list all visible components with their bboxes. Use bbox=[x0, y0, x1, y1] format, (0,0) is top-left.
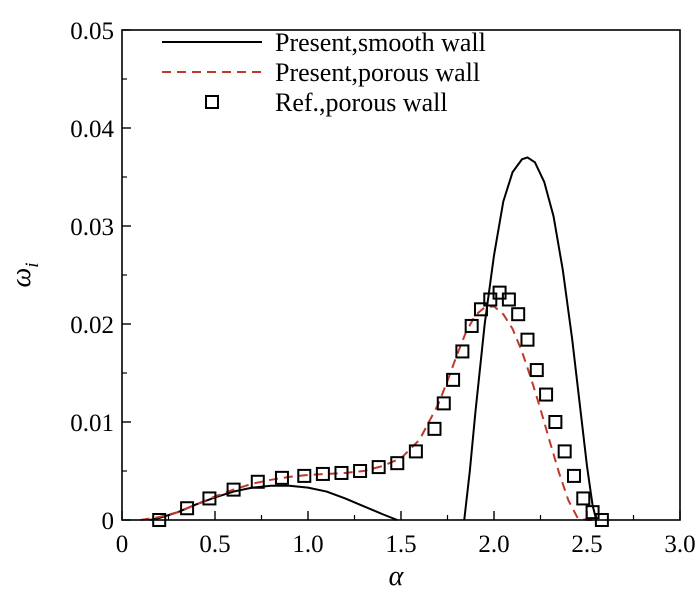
ref-porous-marker bbox=[529, 363, 544, 378]
series-smooth-wall-line bbox=[463, 156, 598, 521]
y-tick-label: 0.01 bbox=[70, 410, 114, 437]
ref-porous-marker bbox=[566, 468, 581, 483]
ref-porous-marker bbox=[353, 464, 368, 478]
x-tick-label: 0 bbox=[116, 531, 129, 558]
ref-porous-marker bbox=[520, 332, 535, 347]
y-axis-title-subscript: i bbox=[22, 262, 43, 267]
ref-porous-marker bbox=[427, 421, 442, 436]
ref-porous-marker bbox=[408, 444, 423, 459]
y-axis-title: ωi bbox=[6, 262, 43, 287]
ref-porous-marker bbox=[436, 396, 451, 411]
ref-porous-marker bbox=[539, 387, 554, 402]
y-tick-label: 0.04 bbox=[70, 116, 114, 143]
x-axis-title: α bbox=[389, 561, 405, 592]
ref-porous-marker bbox=[455, 344, 470, 359]
ref-porous-marker bbox=[501, 292, 516, 307]
y-tick-label: 0.05 bbox=[70, 18, 114, 45]
legend-swatch-ref-porous bbox=[205, 95, 219, 109]
ref-porous-marker bbox=[576, 491, 591, 506]
svg-text:ωi: ωi bbox=[6, 262, 43, 287]
legend-label: Present,porous wall bbox=[275, 58, 480, 87]
ref-porous-marker bbox=[297, 468, 312, 483]
ref-porous-marker bbox=[371, 460, 386, 475]
ref-porous-marker bbox=[548, 415, 563, 429]
ref-porous-marker bbox=[464, 318, 479, 333]
ref-porous-marker bbox=[274, 470, 289, 485]
series-smooth-wall-line bbox=[149, 484, 398, 521]
plot-layer bbox=[140, 156, 609, 527]
x-tick-label: 2.0 bbox=[478, 531, 509, 558]
y-axis-title-symbol: ω bbox=[6, 268, 37, 288]
x-axis: 0 0.5 1.0 1.5 2.0 2.5 3.0 bbox=[116, 511, 696, 558]
y-tick-label: 0 bbox=[102, 508, 115, 535]
y-axis: 0 0.01 0.02 0.03 0.04 0.05 bbox=[70, 18, 131, 535]
x-tick-label: 1.5 bbox=[385, 531, 416, 558]
x-tick-label: 1.0 bbox=[292, 531, 323, 558]
y-tick-label: 0.03 bbox=[70, 214, 114, 241]
x-tick-label: 2.5 bbox=[571, 531, 602, 558]
ref-porous-marker bbox=[180, 501, 195, 516]
ref-porous-marker bbox=[511, 307, 526, 322]
ref-porous-marker bbox=[315, 466, 330, 481]
ref-porous-marker bbox=[557, 444, 572, 459]
ref-porous-marker bbox=[334, 465, 349, 480]
x-tick-label: 3.0 bbox=[664, 531, 695, 558]
ref-porous-marker bbox=[202, 491, 217, 506]
y-tick-label: 0.02 bbox=[70, 312, 114, 339]
ref-porous-marker bbox=[446, 372, 461, 387]
ref-porous-marker bbox=[226, 482, 241, 497]
ref-porous-marker bbox=[473, 302, 488, 317]
ref-porous-marker bbox=[250, 474, 265, 489]
legend-label: Ref.,porous wall bbox=[275, 88, 448, 117]
ref-porous-marker bbox=[390, 456, 405, 471]
legend-label: Present,smooth wall bbox=[275, 28, 486, 57]
series-porous-wall-line bbox=[140, 305, 597, 521]
x-tick-label: 0.5 bbox=[199, 531, 230, 558]
